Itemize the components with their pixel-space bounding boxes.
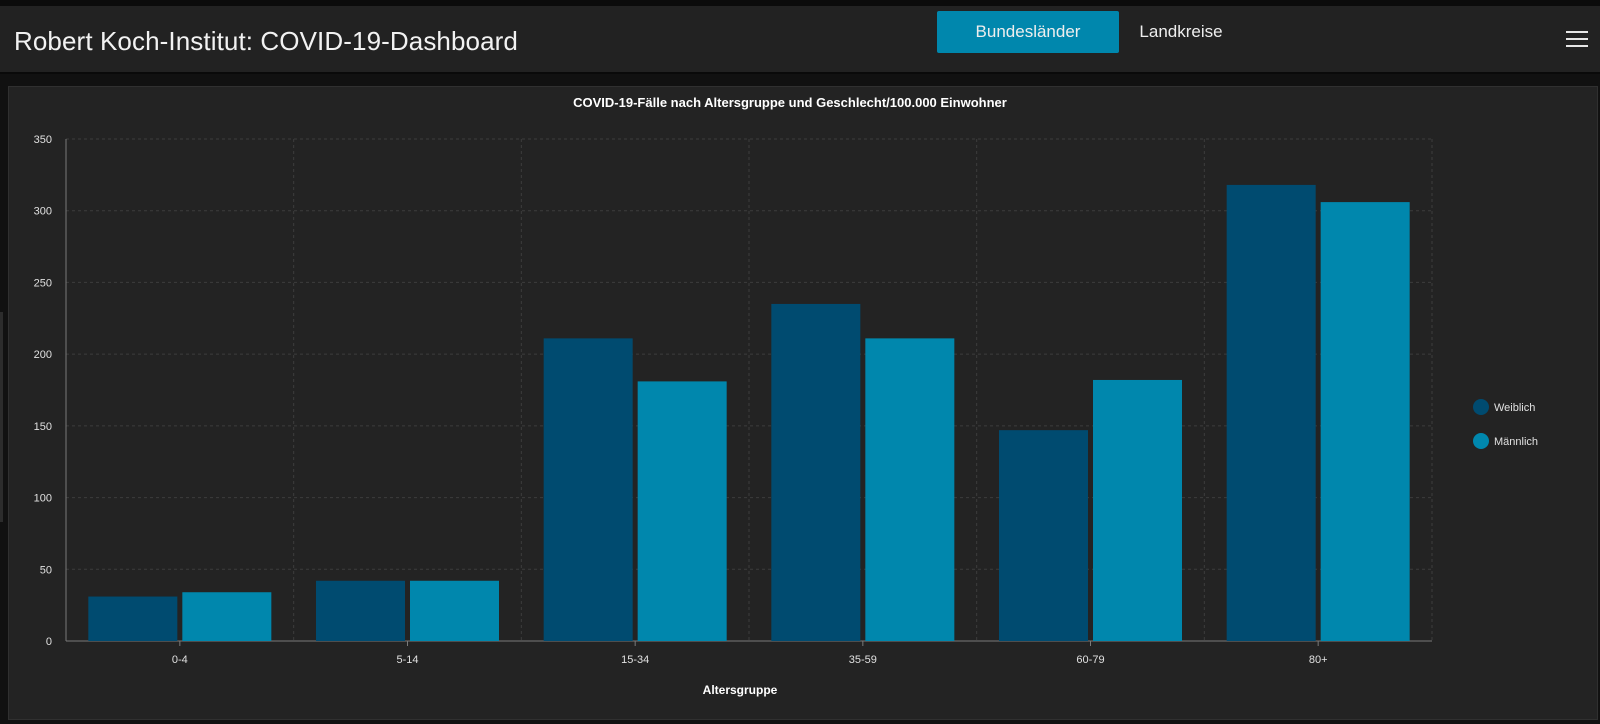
y-tick-label: 300 <box>34 206 52 218</box>
age-gender-bar-chart: COVID-19-Fälle nach Altersgruppe und Ges… <box>34 95 1538 697</box>
hamburger-menu-icon[interactable] <box>1566 28 1588 50</box>
x-tick-label: 5-14 <box>396 654 418 666</box>
top-bar: Robert Koch-Institut: COVID-19-Dashboard… <box>0 0 1600 74</box>
y-tick-label: 350 <box>34 134 52 146</box>
bar-männlich-80+ <box>1320 202 1410 641</box>
bar-weiblich-5-14 <box>316 580 405 641</box>
bar-weiblich-80+ <box>1226 184 1316 641</box>
bar-weiblich-60-79 <box>999 430 1088 641</box>
legend-marker-weiblich <box>1473 399 1489 415</box>
bar-männlich-0-4 <box>182 592 272 641</box>
y-tick-label: 200 <box>34 349 52 361</box>
legend-marker-männlich <box>1473 433 1489 449</box>
x-tick-label: 60-79 <box>1076 654 1104 666</box>
y-tick-label: 50 <box>40 564 52 576</box>
x-tick-label: 35-59 <box>849 654 877 666</box>
bar-männlich-5-14 <box>410 580 499 641</box>
bar-männlich-35-59 <box>865 338 955 641</box>
legend-label: Weiblich <box>1494 402 1535 414</box>
bar-weiblich-0-4 <box>88 596 178 641</box>
bar-weiblich-35-59 <box>771 303 861 641</box>
y-tick-label: 100 <box>34 493 52 505</box>
y-tick-label: 150 <box>34 421 52 433</box>
chart-panel: COVID-19-Fälle nach Altersgruppe und Ges… <box>8 86 1598 720</box>
bar-weiblich-15-34 <box>543 338 633 641</box>
chart-title: COVID-19-Fälle nach Altersgruppe und Ges… <box>573 95 1007 110</box>
tab-landkreise[interactable]: Landkreise <box>1139 22 1223 41</box>
app-title: Robert Koch-Institut: COVID-19-Dashboard <box>14 26 518 56</box>
y-tick-label: 0 <box>46 636 52 648</box>
bar-männlich-60-79 <box>1093 379 1182 641</box>
bar-männlich-15-34 <box>637 381 727 641</box>
x-tick-label: 15-34 <box>621 654 649 666</box>
scroll-edge <box>0 312 3 522</box>
tab-bundeslaender[interactable]: Bundesländer <box>937 11 1119 53</box>
y-tick-label: 250 <box>34 277 52 289</box>
x-tick-label: 0-4 <box>172 654 188 666</box>
x-axis-label: Altersgruppe <box>703 683 778 697</box>
legend-label: Männlich <box>1494 436 1538 448</box>
x-tick-label: 80+ <box>1309 654 1328 666</box>
